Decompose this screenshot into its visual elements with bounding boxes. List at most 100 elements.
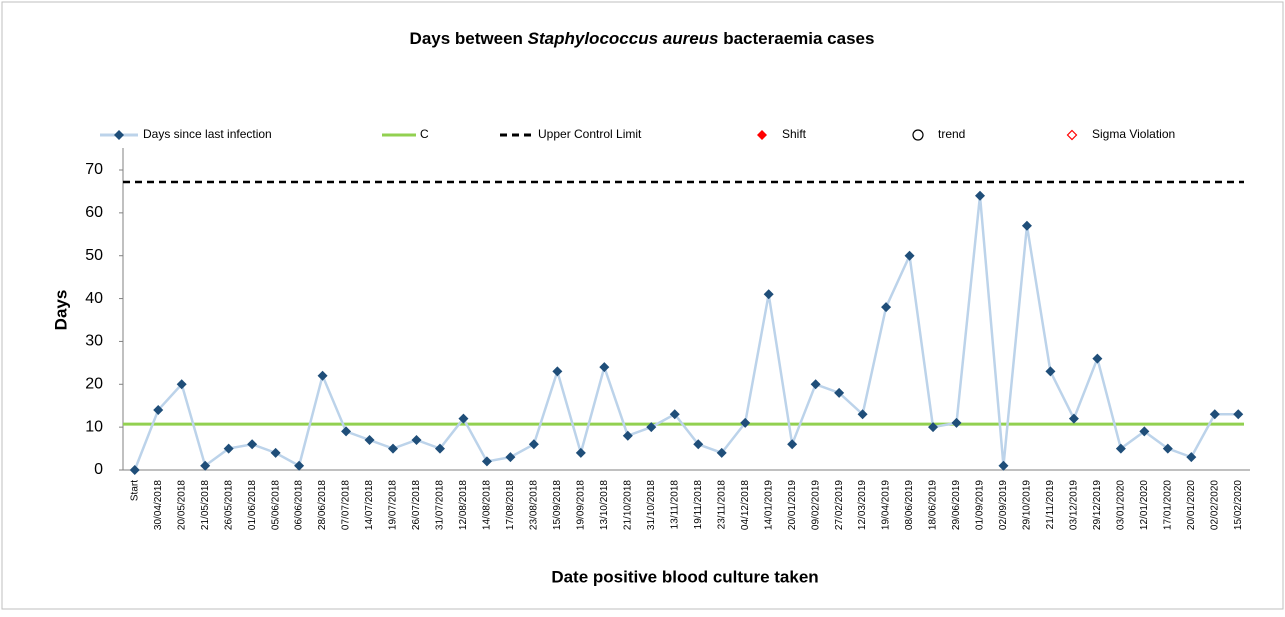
data-point (787, 439, 798, 450)
title-part: Days between (410, 29, 528, 48)
data-point (1045, 366, 1056, 377)
data-point (481, 456, 492, 467)
data-point (388, 443, 399, 454)
x-tick-label: Start (129, 480, 140, 501)
data-point (974, 190, 985, 201)
data-point (622, 430, 633, 441)
data-point (998, 460, 1009, 471)
x-tick-label: 28/06/2018 (317, 480, 328, 530)
x-tick-label: 17/01/2020 (1162, 480, 1173, 530)
y-tick-label: 60 (85, 204, 103, 221)
x-tick-label: 21/11/2019 (1045, 480, 1056, 530)
x-tick-label: 20/01/2019 (787, 480, 798, 530)
data-point (153, 405, 164, 415)
data-point (928, 422, 939, 433)
legend-label: Upper Control Limit (538, 127, 642, 141)
x-tick-label: 07/07/2018 (341, 480, 352, 530)
x-tick-label: 12/03/2019 (857, 480, 868, 530)
x-tick-label: 03/12/2019 (1069, 480, 1080, 530)
x-tick-label: 23/08/2018 (529, 480, 540, 530)
data-point (341, 426, 352, 437)
x-tick-label: 18/06/2019 (928, 480, 939, 530)
y-axis-label: Days (51, 290, 70, 331)
x-tick-label: 15/02/2020 (1233, 480, 1244, 530)
data-point (810, 379, 821, 390)
data-point (223, 443, 234, 454)
data-point (693, 439, 704, 450)
x-tick-label: 19/04/2019 (881, 480, 892, 530)
x-tick-label: 06/06/2018 (294, 480, 305, 530)
y-tick-label: 50 (85, 247, 103, 264)
data-point (1186, 452, 1197, 463)
data-point (200, 460, 211, 471)
data-point (1139, 426, 1150, 437)
data-point (881, 302, 892, 313)
x-tick-label: 14/07/2018 (364, 480, 375, 530)
data-point (857, 409, 868, 420)
x-tick-label: 04/12/2018 (740, 480, 751, 530)
x-tick-label: 19/07/2018 (388, 480, 399, 530)
x-tick-label: 14/08/2018 (482, 480, 493, 530)
series-line (133, 195, 1239, 471)
data-point (1209, 409, 1220, 420)
data-point (1115, 443, 1126, 454)
x-tick-label: 09/02/2019 (810, 480, 821, 530)
legend-label: C (420, 127, 429, 141)
y-tick-label: 30 (85, 333, 103, 350)
title-part: bacteraemia cases (719, 29, 875, 48)
data-point (411, 435, 422, 445)
x-tick-label: 31/07/2018 (435, 480, 446, 530)
x-tick-label: 29/10/2019 (1022, 480, 1033, 530)
data-point (317, 370, 328, 381)
title-part: Staphylococcus aureus (528, 29, 719, 48)
x-tick-label: 08/06/2019 (904, 480, 915, 530)
data-point (528, 439, 539, 450)
data-point (716, 447, 727, 458)
legend-label: Days since last infection (143, 127, 272, 141)
y-tick-label: 70 (85, 161, 103, 178)
x-tick-label: 30/04/2018 (153, 480, 164, 530)
data-point (552, 366, 563, 377)
data-point (740, 417, 751, 428)
x-tick-label: 26/07/2018 (411, 480, 422, 530)
x-tick-label: 12/08/2018 (458, 480, 469, 530)
x-tick-label: 12/01/2020 (1139, 480, 1150, 530)
data-point (834, 387, 845, 398)
data-point (294, 460, 305, 471)
x-tick-label: 29/06/2019 (951, 480, 962, 530)
x-tick-label: 13/10/2018 (599, 480, 610, 530)
x-axis-label: Date positive blood culture taken (551, 567, 818, 586)
data-point (247, 439, 258, 450)
x-tick-label: 21/10/2018 (622, 480, 633, 530)
legend-label: Shift (782, 127, 807, 141)
data-point (951, 417, 962, 428)
legend-label: Sigma Violation (1092, 127, 1175, 141)
data-point (434, 443, 445, 454)
legend-swatch (912, 129, 924, 141)
data-point (1233, 409, 1244, 420)
data-point (575, 447, 586, 458)
data-point (599, 362, 610, 373)
x-tick-label: 02/09/2019 (998, 480, 1009, 530)
data-point (763, 289, 774, 300)
x-tick-label: 19/09/2018 (575, 480, 586, 530)
x-tick-label: 13/11/2018 (669, 480, 680, 530)
x-tick-label: 26/05/2018 (223, 480, 234, 530)
x-tick-label: 23/11/2018 (716, 480, 727, 530)
data-point (176, 379, 187, 390)
x-tick-label: 29/12/2019 (1092, 480, 1103, 530)
chart-title: Days between Staphylococcus aureus bacte… (410, 29, 875, 48)
data-point (1162, 443, 1173, 454)
data-point (1021, 220, 1032, 231)
data-point (1068, 413, 1079, 424)
legend-swatch (757, 130, 767, 140)
data-point (129, 465, 140, 475)
data-point (364, 435, 375, 445)
data-point (646, 422, 657, 433)
x-tick-label: 02/02/2020 (1209, 480, 1220, 530)
data-point (505, 452, 516, 463)
y-tick-label: 20 (85, 376, 103, 393)
x-tick-label: 14/01/2019 (763, 480, 774, 530)
